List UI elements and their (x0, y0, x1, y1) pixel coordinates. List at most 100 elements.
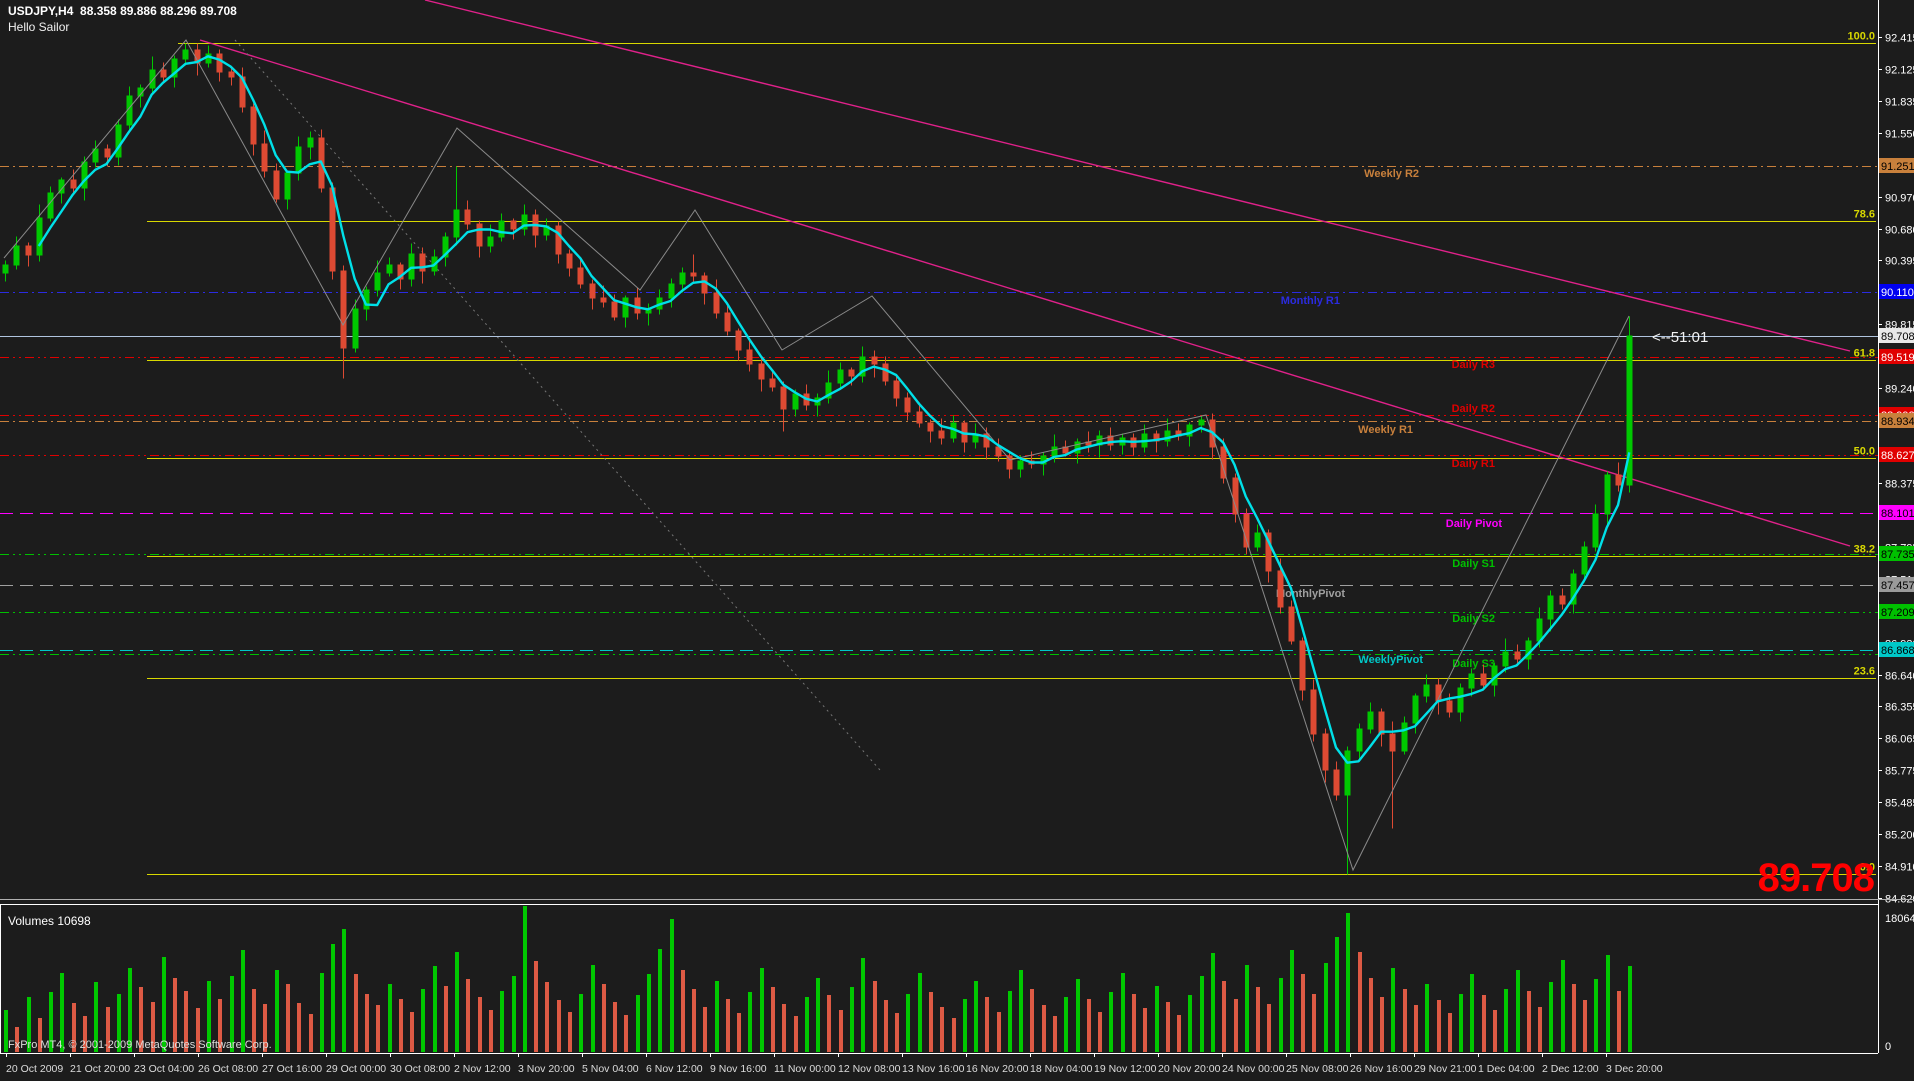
volume-bar[interactable] (60, 973, 64, 1052)
candle[interactable] (758, 363, 765, 380)
candle[interactable] (1017, 460, 1024, 470)
candle[interactable] (1547, 595, 1554, 620)
volume-bar[interactable] (207, 981, 211, 1052)
volume-bar[interactable] (906, 994, 910, 1052)
volume-bar[interactable] (117, 994, 121, 1052)
candle[interactable] (419, 253, 426, 272)
volume-bar[interactable] (952, 1018, 956, 1052)
candle[interactable] (1502, 651, 1509, 667)
candle[interactable] (47, 192, 54, 219)
volume-bar[interactable] (636, 995, 640, 1052)
candle[interactable] (837, 369, 844, 384)
candle[interactable] (182, 49, 189, 60)
volume-bar[interactable] (1008, 991, 1012, 1052)
candle[interactable] (36, 217, 43, 256)
volume-bar[interactable] (1414, 1005, 1418, 1052)
volume-bar[interactable] (658, 949, 662, 1052)
candle[interactable] (983, 433, 990, 448)
candle[interactable] (724, 312, 731, 332)
candle[interactable] (735, 330, 742, 351)
volume-bar[interactable] (760, 968, 764, 1052)
volume-bar[interactable] (1572, 984, 1576, 1052)
volume-bar[interactable] (647, 974, 651, 1052)
candle[interactable] (216, 53, 223, 73)
volume-bar[interactable] (624, 1015, 628, 1052)
volume-bar[interactable] (1256, 987, 1260, 1052)
volume-bar[interactable] (173, 978, 177, 1052)
volume-bar[interactable] (1335, 937, 1339, 1052)
volume-bar[interactable] (918, 973, 922, 1052)
candle[interactable] (115, 124, 122, 158)
candle[interactable] (1378, 711, 1385, 735)
volume-bar[interactable] (1380, 997, 1384, 1052)
volume-bar[interactable] (139, 987, 143, 1052)
volume-bar[interactable] (1245, 965, 1249, 1052)
volume-bar[interactable] (1076, 979, 1080, 1052)
volume-bar[interactable] (1504, 989, 1508, 1052)
candle[interactable] (780, 386, 787, 410)
volume-bar[interactable] (1312, 994, 1316, 1052)
candle[interactable] (1051, 446, 1058, 457)
candle[interactable] (1412, 695, 1419, 724)
candle[interactable] (228, 71, 235, 78)
volume-bar[interactable] (1030, 989, 1034, 1052)
volume-bar[interactable] (568, 1012, 572, 1052)
volume-bar[interactable] (252, 989, 256, 1052)
candle[interactable] (611, 301, 618, 318)
volume-bar[interactable] (963, 999, 967, 1052)
volume-bar[interactable] (241, 950, 245, 1052)
candle[interactable] (70, 179, 77, 189)
candle[interactable] (453, 209, 460, 238)
candle[interactable] (690, 272, 697, 277)
volume-bar[interactable] (399, 999, 403, 1052)
candle[interactable] (374, 272, 381, 291)
volume-bar[interactable] (376, 1005, 380, 1052)
candle[interactable] (1457, 687, 1464, 713)
volume-bar[interactable] (681, 970, 685, 1052)
candle[interactable] (250, 106, 257, 145)
volume-bar[interactable] (1155, 986, 1159, 1052)
volume-bar[interactable] (1019, 970, 1023, 1052)
volume-bar[interactable] (1064, 997, 1068, 1052)
volume-bar[interactable] (1109, 992, 1113, 1052)
candle[interactable] (295, 146, 302, 174)
candle[interactable] (634, 297, 641, 314)
volume-bar[interactable] (1437, 1000, 1441, 1052)
candle[interactable] (1468, 673, 1475, 689)
volume-bar[interactable] (1594, 979, 1598, 1052)
volume-bar[interactable] (534, 961, 538, 1052)
candle[interactable] (1198, 419, 1205, 426)
candle[interactable] (938, 430, 945, 439)
volume-bar[interactable] (1583, 1000, 1587, 1052)
volume-bar[interactable] (613, 1002, 617, 1052)
volume-bar[interactable] (816, 978, 820, 1052)
volume-bar[interactable] (433, 966, 437, 1052)
volume-bar[interactable] (1290, 950, 1294, 1052)
volume-bar[interactable] (850, 987, 854, 1052)
volume-bar[interactable] (331, 944, 335, 1052)
volume-bar[interactable] (873, 981, 877, 1052)
volume-bar[interactable] (1403, 989, 1407, 1052)
volume-bar[interactable] (38, 1018, 42, 1052)
candle[interactable] (701, 275, 708, 294)
volume-bar[interactable] (354, 974, 358, 1052)
volume-bar[interactable] (1549, 982, 1553, 1052)
volume-bar[interactable] (1617, 991, 1621, 1052)
candle[interactable] (792, 393, 799, 410)
candle[interactable] (521, 214, 528, 230)
candle[interactable] (1423, 684, 1430, 697)
candle[interactable] (2, 264, 9, 274)
volume-bar[interactable] (4, 1010, 8, 1052)
dotted-trendline-1[interactable] (234, 39, 881, 771)
candle[interactable] (1356, 728, 1363, 752)
candle[interactable] (149, 69, 156, 89)
volume-bar[interactable] (15, 1027, 19, 1052)
volume-bar[interactable] (1188, 995, 1192, 1052)
candle[interactable] (171, 58, 178, 78)
volume-bar[interactable] (1098, 1012, 1102, 1052)
candle[interactable] (386, 264, 393, 274)
volume-bar[interactable] (545, 982, 549, 1052)
candle[interactable] (442, 236, 449, 258)
candle[interactable] (746, 349, 753, 365)
